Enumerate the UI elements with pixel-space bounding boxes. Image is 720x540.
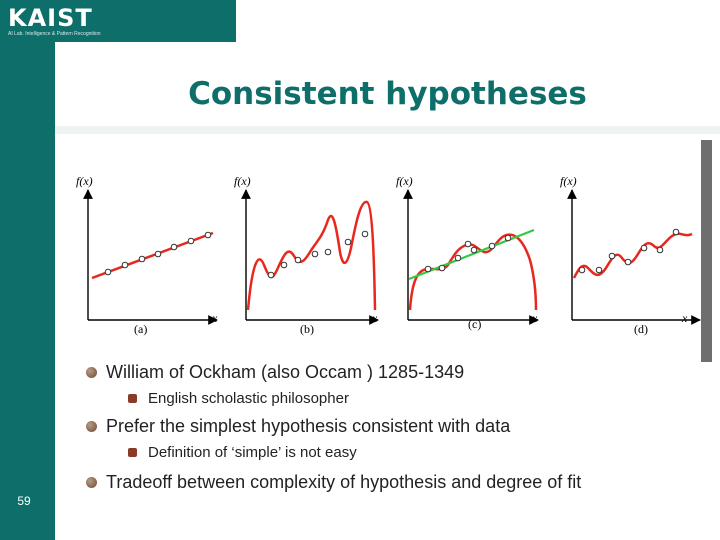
logo-banner: KAIST AI Lab. Intelligence & Pattern Rec… xyxy=(0,0,236,42)
bullet-text: William of Ockham (also Occam ) 1285-134… xyxy=(106,362,465,382)
panel-c-caption: (c) xyxy=(468,317,481,331)
panel-d-caption: (d) xyxy=(634,322,648,336)
panel-a-ylabel: f(x) xyxy=(76,174,93,188)
title-rule xyxy=(55,126,720,134)
bullet-ockham: William of Ockham (also Occam ) 1285-134… xyxy=(86,362,464,383)
kaist-logo: KAIST xyxy=(8,4,93,32)
subbullet-philosopher: English scholastic philosopher xyxy=(128,390,349,407)
panel-a: f(x) x (a) xyxy=(76,174,218,336)
panel-b-ylabel: f(x) xyxy=(234,174,251,188)
panel-b: f(x) x (b) xyxy=(234,174,379,336)
hypothesis-figure: f(x) x (a) f(x) x (b) xyxy=(72,170,702,342)
bullet-icon xyxy=(86,367,97,378)
logo-subtitle: AI Lab. Intelligence & Pattern Recogniti… xyxy=(8,31,101,37)
side-bar xyxy=(0,0,55,540)
panel-c-points xyxy=(424,234,512,273)
panel-d-curve xyxy=(572,232,693,279)
panel-b-xlabel: x xyxy=(371,311,378,325)
subbullet-definition: Definition of ‘simple’ is not easy xyxy=(128,444,357,461)
panel-d: f(x) x (d) xyxy=(560,174,701,336)
panel-c-xlabel: x xyxy=(531,311,538,325)
panel-b-curve xyxy=(246,200,377,311)
bullet-icon xyxy=(86,421,97,432)
panel-d-ylabel: f(x) xyxy=(560,174,577,188)
panel-a-xlabel: x xyxy=(211,311,218,325)
subbullet-text: English scholastic philosopher xyxy=(148,390,349,407)
panel-c-ylabel: f(x) xyxy=(396,174,413,188)
panel-a-caption: (a) xyxy=(134,322,147,336)
subbullet-icon xyxy=(128,448,137,457)
panel-d-xlabel: x xyxy=(681,311,688,325)
subbullet-icon xyxy=(128,394,137,403)
scrollbar[interactable] xyxy=(701,140,712,362)
bullet-text: Prefer the simplest hypothesis consisten… xyxy=(106,416,511,436)
bullet-tradeoff: Tradeoff between complexity of hypothesi… xyxy=(86,472,581,493)
panel-c: f(x) x (c) xyxy=(396,174,539,331)
panel-a-points xyxy=(104,231,212,276)
subbullet-text: Definition of ‘simple’ is not easy xyxy=(148,444,357,461)
figure-svg: f(x) x (a) f(x) x (b) xyxy=(76,174,701,336)
slide-title: Consistent hypotheses xyxy=(188,76,587,112)
page-number: 59 xyxy=(17,494,31,508)
title-band xyxy=(55,42,720,130)
bullet-icon xyxy=(86,477,97,488)
panel-b-points xyxy=(267,230,369,279)
panel-b-caption: (b) xyxy=(300,322,314,336)
panel-d-points xyxy=(578,228,680,274)
bullet-text: Tradeoff between complexity of hypothesi… xyxy=(106,472,582,492)
bullet-simplest: Prefer the simplest hypothesis consisten… xyxy=(86,416,510,437)
